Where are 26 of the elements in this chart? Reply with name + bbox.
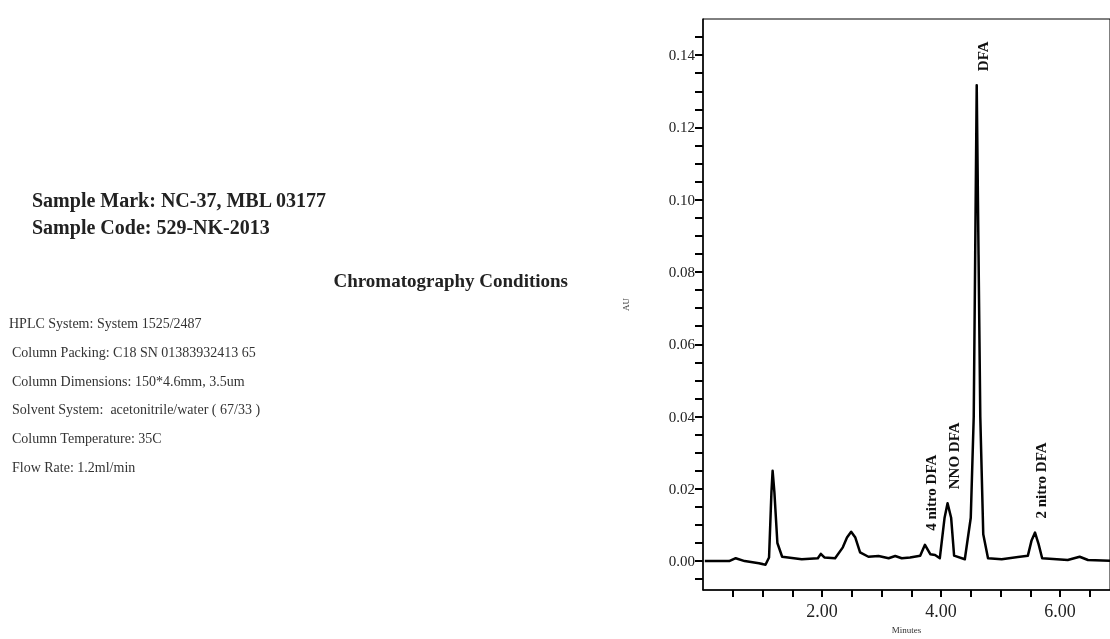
y-tick-label: 0.14: [668, 47, 696, 64]
annotation: NNO DFA: [945, 422, 962, 490]
text: Sample Mark: NC-37, MBL 03177: [32, 189, 326, 212]
y-tick-label: 0.08: [668, 263, 695, 280]
x-tick-label: 6.00: [1044, 601, 1076, 621]
text: Column Dimensions: 150*4.6mm, 3.5um: [12, 373, 245, 390]
x-axis-title: Minutes: [891, 624, 922, 635]
x-tick-label: 2.00: [806, 601, 838, 621]
text: Chromatography Conditions: [333, 270, 568, 292]
y-axis-title: AU: [620, 297, 631, 311]
annotation: 4 nitro DFA: [922, 454, 939, 531]
text: Solvent System: acetonitrile/water ( 67/33 ): [12, 402, 261, 419]
y-tick-label: 0.10: [668, 191, 695, 208]
y-tick-label: 0.06: [668, 336, 696, 353]
annotation: 2 nitro DFA: [1033, 442, 1050, 519]
text: Column Packing: C18 SN 01383932413 65: [12, 344, 256, 361]
text: Sample Code: 529-NK-2013: [32, 216, 270, 239]
text: Flow Rate: 1.2ml/min: [12, 460, 136, 476]
x-tick-label: 4.00: [925, 601, 957, 621]
y-tick-label: 0.02: [668, 480, 695, 497]
y-tick-label: 0.12: [668, 119, 695, 136]
text: HPLC System: System 1525/2487: [9, 316, 202, 332]
y-tick-label: 0.04: [668, 408, 696, 425]
annotation: DFA: [974, 41, 991, 72]
y-tick-label: 0.00: [668, 553, 695, 570]
text: Column Temperature: 35C: [12, 431, 162, 448]
